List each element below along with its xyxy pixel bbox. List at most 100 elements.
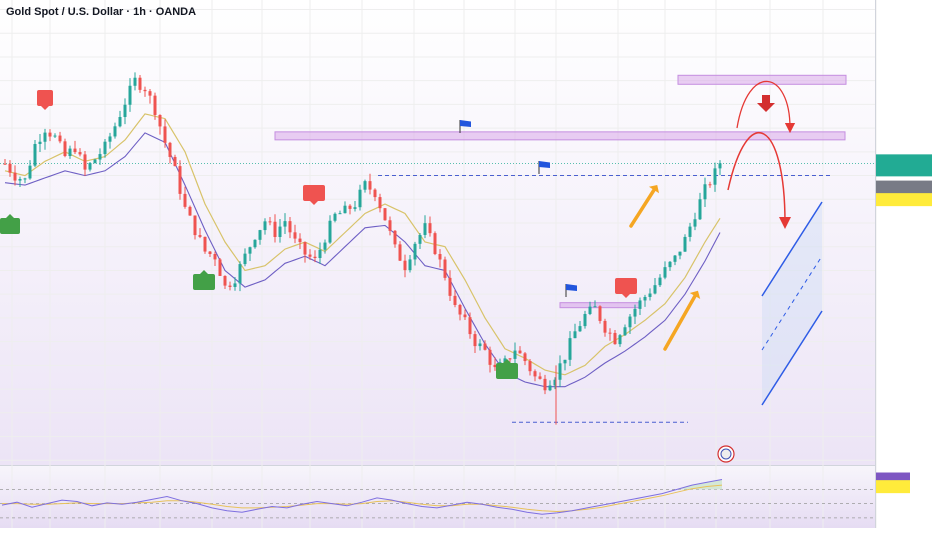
candle-body bbox=[558, 363, 562, 380]
candle-body bbox=[303, 242, 307, 255]
candle-body bbox=[13, 172, 17, 181]
candle-body bbox=[138, 77, 142, 90]
badge-bg bbox=[876, 193, 932, 207]
candle-body bbox=[328, 220, 332, 243]
candle-body bbox=[403, 260, 407, 271]
badge-bg bbox=[876, 154, 932, 177]
resistance-zone-main bbox=[274, 131, 846, 141]
candle-body bbox=[263, 221, 267, 231]
candle-body bbox=[533, 371, 537, 377]
signal-badge bbox=[615, 278, 637, 294]
candle-body bbox=[393, 230, 397, 245]
candle-body bbox=[118, 117, 122, 127]
candle-body bbox=[453, 295, 457, 305]
candle-body bbox=[653, 285, 657, 294]
rsi-indicator bbox=[0, 479, 875, 519]
candle-body bbox=[463, 314, 467, 318]
candle-body bbox=[523, 353, 527, 362]
candle-body bbox=[433, 233, 437, 255]
signals bbox=[0, 90, 637, 379]
candle-body bbox=[83, 154, 87, 170]
time-axis-bg bbox=[0, 528, 932, 550]
candle-body bbox=[78, 152, 82, 155]
candle-body bbox=[698, 199, 702, 220]
candle-body bbox=[128, 85, 132, 105]
candle-body bbox=[578, 326, 582, 332]
rsi-pane-bg bbox=[0, 466, 875, 528]
candle-body bbox=[388, 220, 392, 231]
candle-body bbox=[3, 163, 7, 165]
candle-body bbox=[508, 358, 512, 360]
candle-body bbox=[223, 275, 227, 286]
candle-body bbox=[493, 364, 497, 368]
candle-body bbox=[143, 89, 147, 92]
candle-body bbox=[588, 306, 592, 314]
flag-icon bbox=[460, 120, 471, 127]
candle-body bbox=[603, 320, 607, 333]
candle-body bbox=[18, 178, 22, 181]
arrow-up-orange-icon bbox=[629, 184, 660, 228]
candle-body bbox=[203, 236, 207, 252]
candle-body bbox=[553, 379, 557, 386]
signal-pointer bbox=[503, 359, 511, 363]
arrow-head bbox=[648, 184, 660, 194]
axes bbox=[875, 0, 932, 528]
candle-body bbox=[633, 308, 637, 317]
candle-body bbox=[623, 327, 627, 336]
candle-body bbox=[208, 251, 212, 254]
economic-event-icon[interactable] bbox=[717, 445, 735, 463]
candle-body bbox=[318, 249, 322, 258]
flag-icon bbox=[538, 161, 550, 174]
flag-icon bbox=[539, 161, 550, 168]
candle-body bbox=[148, 91, 152, 96]
candle-body bbox=[718, 163, 722, 169]
candle-body bbox=[693, 219, 697, 227]
candle-body bbox=[423, 223, 427, 235]
candle-body bbox=[38, 141, 42, 145]
candle-body bbox=[538, 376, 542, 379]
candle-body bbox=[383, 208, 387, 221]
current-price-badge bbox=[876, 154, 932, 177]
candle-body bbox=[448, 277, 452, 296]
candle-body bbox=[93, 159, 97, 164]
candle-body bbox=[43, 132, 47, 142]
curve-arrow-lower-icon bbox=[727, 132, 791, 229]
chart-title: Gold Spot / U.S. Dollar · 1h · OANDA bbox=[6, 6, 196, 18]
candle-body bbox=[68, 148, 72, 157]
signal-badge bbox=[37, 90, 53, 106]
candle-body bbox=[418, 234, 422, 244]
candle-body bbox=[353, 207, 357, 209]
candle-body bbox=[123, 104, 127, 118]
flag-icon bbox=[565, 284, 577, 297]
candle-body bbox=[638, 300, 642, 309]
candle-body bbox=[358, 189, 362, 208]
signal-pointer bbox=[622, 294, 630, 298]
curve-arrow-upper-icon bbox=[736, 80, 796, 134]
candle-body bbox=[488, 349, 492, 365]
candle-body bbox=[648, 293, 652, 297]
buy-signal-label bbox=[0, 214, 20, 234]
sell-signal-label bbox=[303, 185, 325, 205]
candle-body bbox=[338, 213, 342, 215]
signal-badge bbox=[303, 185, 325, 201]
candle-body bbox=[548, 385, 552, 391]
candle-body bbox=[413, 243, 417, 260]
candle-body bbox=[188, 206, 192, 216]
candle-body bbox=[688, 226, 692, 237]
candle-body bbox=[713, 168, 717, 185]
arrow-up-orange-icon bbox=[663, 290, 701, 351]
candle-body bbox=[428, 223, 432, 234]
ma-label-badge bbox=[876, 193, 932, 207]
arrow-shaft bbox=[629, 188, 656, 228]
candle-body bbox=[703, 184, 707, 200]
candle-body bbox=[473, 334, 477, 347]
moving-averages bbox=[4, 113, 721, 388]
buy-signal-label bbox=[193, 270, 215, 290]
candle-body bbox=[598, 306, 602, 321]
candle-body bbox=[628, 316, 632, 328]
candle-body bbox=[243, 253, 247, 265]
candle-body bbox=[268, 221, 272, 223]
candle-body bbox=[33, 144, 37, 166]
